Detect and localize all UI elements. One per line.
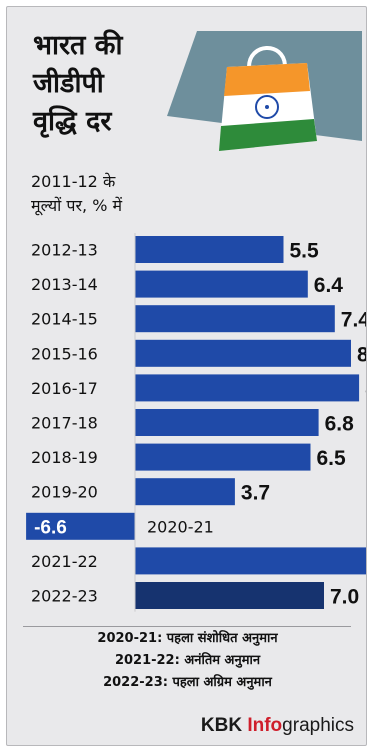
bar-2012-13 — [135, 236, 284, 263]
category-label-2017-18: 2017-18 — [31, 414, 98, 433]
category-label-2022-23: 2022-23 — [31, 587, 98, 606]
footnote-3: 2022-23: पहला अग्रिम अनुमान — [103, 675, 272, 690]
bar-2021-22 — [135, 547, 366, 575]
bar-2018-19 — [135, 443, 311, 471]
divider — [23, 626, 351, 627]
bar-2013-14 — [135, 270, 308, 298]
footnote-1: 2020-21: पहला संशोधित अनुमान — [97, 631, 278, 646]
category-label-2018-19: 2018-19 — [31, 448, 98, 467]
value-label-2018-19: 6.5 — [317, 447, 347, 470]
category-label-2019-20: 2019-20 — [31, 483, 98, 502]
bar-2020-21 — [26, 512, 136, 540]
category-label-2020-21: 2020-21 — [147, 517, 214, 536]
footnote-2: 2021-22: अनंतिम अनुमान — [114, 653, 261, 668]
value-label-2014-15: 7.4 — [341, 309, 367, 332]
title-line-2: जीडीपी — [33, 68, 104, 99]
subtitle-line-1: 2011-12 के — [31, 172, 116, 191]
title-line-3: वृद्धि दर — [33, 106, 112, 137]
footnotes: 2020-21: पहला संशोधित अनुमान 2021-22: अन… — [7, 628, 366, 694]
bar-2015-16 — [135, 339, 351, 367]
value-label-2012-13: 5.5 — [290, 240, 320, 263]
subtitle-line-2: मूल्यों पर, % में — [31, 196, 123, 215]
value-label-2013-14: 6.4 — [314, 274, 344, 297]
value-label-2017-18: 6.8 — [325, 413, 355, 436]
bar-2014-15 — [135, 305, 335, 333]
title-line-1: भारत की — [33, 30, 123, 61]
value-label-2015-16: 8.0 — [357, 343, 367, 366]
chart-subtitle: 2011-12 के मूल्यों पर, % में — [31, 170, 122, 218]
shopping-bag-flag-icon — [167, 31, 362, 151]
bar-2017-18 — [135, 409, 319, 436]
category-label-2013-14: 2013-14 — [31, 275, 98, 294]
bar-chart: 2012-13 5.5 2013-14 6.4 2014-15 7.4 2015-16 8.0… — [26, 233, 367, 612]
brand-logo: KBK Infographics — [200, 715, 354, 736]
category-label-2016-17: 2016-17 — [31, 379, 98, 398]
value-label-2020-21: -6.6 — [34, 517, 67, 538]
infographic-card: भारत की जीडीपी वृद्धि दर 2011-12 के मूल्… — [6, 6, 367, 746]
value-label-2022-23: 7.0 — [330, 586, 359, 609]
value-label-2019-20: 3.7 — [241, 482, 270, 505]
bar-2016-17 — [135, 374, 360, 402]
chart-title: भारत की जीडीपी वृद्धि दर — [33, 27, 123, 141]
category-label-2012-13: 2012-13 — [31, 241, 98, 260]
value-label-2016-17: 8.3 — [365, 378, 367, 401]
bar-2019-20 — [135, 478, 235, 506]
category-label-2015-16: 2015-16 — [31, 344, 98, 363]
category-label-2021-22: 2021-22 — [31, 552, 98, 571]
category-label-2014-15: 2014-15 — [31, 310, 98, 329]
bar-2022-23 — [135, 582, 324, 609]
